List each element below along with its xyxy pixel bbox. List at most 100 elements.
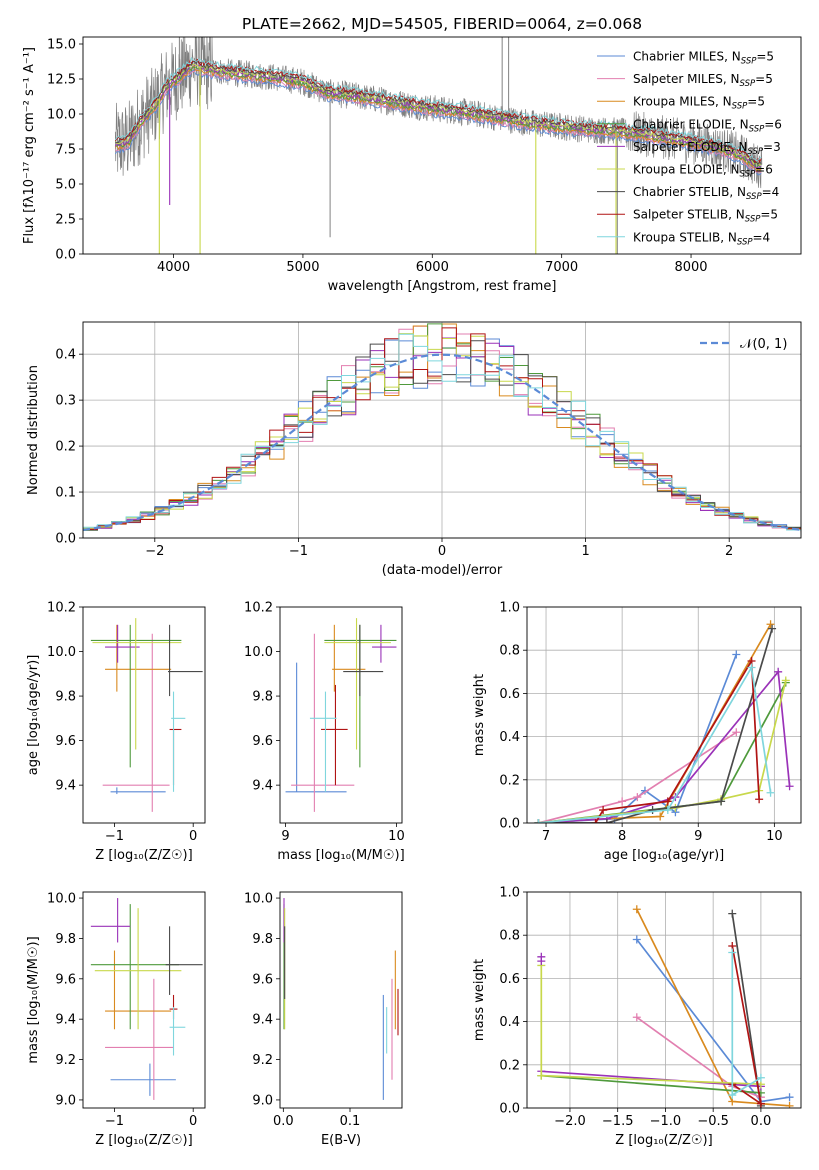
x-tick-label: 5000 [286,260,319,275]
legend-label-subscript: SSP [732,102,748,112]
legend-label-part: Chabrier STELIB, N [633,185,746,199]
legend-label-subscript: SSP [740,79,756,89]
y-tick-label: 1.0 [499,886,520,901]
legend-label-subscript: SSP [749,124,765,134]
legend-label-subscript: SSP [737,237,753,247]
legend-label: Chabrier MILES, NSSP=5 [633,50,774,67]
y-tick-label: 2.5 [55,213,76,228]
weight-line [538,665,772,823]
y-tick-label: 10.0 [244,645,273,660]
ticks: −1 0 9.4 9.6 9.8 10.0 10.2 [47,601,197,845]
weight-marker [618,797,627,806]
weight-marker [632,905,641,914]
legend-label-subscript: SSP [747,147,763,157]
y-tick-label: 0.6 [499,972,520,987]
legend-label: Kroupa STELIB, NSSP=4 [633,230,770,247]
legend-label-part: Kroupa MILES, N [633,95,732,109]
y-axis-label: Normed distribution [26,365,41,495]
y-tick-label: 9.2 [55,1053,76,1068]
x-tick-label: 8000 [674,260,707,275]
weight-marker [768,624,777,633]
y-tick-label: 0.6 [499,687,520,702]
weight-marker [774,667,783,676]
legend-label-part: =5 [756,50,774,64]
ticks: −2.0 −1.5 −1.0 −0.5 0.0 0.0 0.2 0.4 0.6 0.8 1.0 [499,886,771,1130]
x-tick-label: 0 [189,1114,197,1129]
ticks: 0.0 0.1 9.0 9.2 9.4 9.6 9.8 10.0 [244,892,360,1129]
weight-marker [633,793,642,802]
y-tick-label: 0.0 [499,817,520,832]
weight-marker [766,788,775,797]
weight-line [541,1074,761,1094]
x-axis-label: age [log₁₀(age/yr)] [604,848,725,863]
model-spectrum-1 [114,69,762,174]
y-tick-label: 9.0 [55,1093,76,1108]
x-tick-label: −1 [289,544,308,559]
axes-frame [82,36,802,255]
axes-frame [279,606,403,824]
axes-frame [526,891,802,1109]
weight-line [538,731,737,823]
legend-label-part: =4 [762,185,780,199]
weight-vs-Z-panel: −2.0 −1.5 −1.0 −0.5 0.0 0.0 0.2 0.4 0.6 0.8 1.0 Z [… [472,886,802,1148]
weight-marker [747,663,756,672]
weight-marker [756,1099,765,1108]
legend-label-part: Kroupa ELODIE, N [633,163,740,177]
spectrum-panel: 4000 5000 6000 7000 8000 0.0 2.5 5.0 7.5 10.0 12.5… [22,36,802,294]
x-axis-label: Z [log₁₀(Z/Z☉)] [615,1133,712,1148]
plot-area [283,898,399,1100]
y-tick-label: 0.2 [499,1058,520,1073]
weight-vs-age-panel: 7 8 9 10 0.0 0.2 0.4 0.6 0.8 1.0 age [log₁₀(age/yr… [472,601,802,863]
weight-marker [785,782,794,791]
model-spectrum-6 [115,60,762,166]
gaussian-reference [83,353,801,531]
y-tick-label: 10.2 [244,601,273,616]
weight-marker [781,676,790,685]
weight-marker [537,957,546,966]
y-tick-label: 9.6 [55,734,76,749]
x-tick-label: −1.0 [650,1114,682,1129]
legend-label: Salpeter ELODIE, NSSP=3 [633,140,781,157]
y-tick-label: 0.8 [499,644,520,659]
legend-label-part: Kroupa STELIB, N [633,230,737,244]
residuals-panel: −2 −1 0 1 2 0.0 0.1 0.2 0.3 0.4 (data-model)/error… [26,321,802,578]
y-tick-label: 9.8 [55,932,76,947]
y-tick-label: 10.0 [47,108,76,123]
ticks: 4000 5000 6000 7000 8000 0.0 2.5 5.0 7.5 10.0 12.5… [47,38,708,276]
age-vs-Z-panel: −1 0 9.4 9.6 9.8 10.0 10.2 Z [log₁₀(Z/Z☉)] age [… [26,601,206,863]
spectrum-title: PLATE=2662, MJD=54505, FIBERID=0064, z=0… [242,15,642,33]
x-axis-label: mass [log₁₀(M/M☉)] [277,848,404,863]
axes-frame [82,321,802,539]
weight-marker [732,650,741,659]
x-tick-label: 0.0 [273,1114,294,1129]
y-tick-label: 5.0 [55,178,76,193]
weight-marker [717,797,726,806]
y-tick-label: 9.2 [252,1053,273,1068]
x-tick-label: 10 [388,829,405,844]
plot-area [114,37,763,254]
plot-area [90,618,203,812]
legend-label-subscript: SSP [745,215,761,225]
y-axis-label: mass [log₁₀(M/M☉)] [26,936,41,1063]
legend-label-part: Salpeter ELODIE, N [633,140,747,154]
mass-vs-Z-panel: −1 0 9.0 9.2 9.4 9.6 9.8 10.0 Z [log₁₀(Z/Z☉)] mas… [26,891,206,1148]
x-tick-label: 10 [766,829,783,844]
y-tick-label: 9.6 [252,972,273,987]
y-tick-label: 9.8 [55,690,76,705]
legend-label-part: Salpeter MILES, N [633,72,740,86]
mass-vs-EBV-panel: 0.0 0.1 9.0 9.2 9.4 9.6 9.8 10.0 E(B-V) [244,891,403,1148]
legend-label-subscript: SSP [746,192,762,202]
y-tick-label: 9.4 [252,1013,273,1028]
axes-frame [82,606,206,824]
legend-label-part: =6 [755,163,773,177]
y-tick-label: 7.5 [55,143,76,158]
plot-area [90,898,203,1100]
y-tick-label: 0.2 [499,773,520,788]
y-tick-label: 9.8 [252,932,273,947]
x-tick-label: 8 [618,829,626,844]
y-tick-label: 15.0 [47,38,76,53]
axes-frame [526,606,802,824]
legend-label-part: =5 [760,208,778,222]
weight-marker [728,909,737,918]
weight-marker [728,948,737,957]
